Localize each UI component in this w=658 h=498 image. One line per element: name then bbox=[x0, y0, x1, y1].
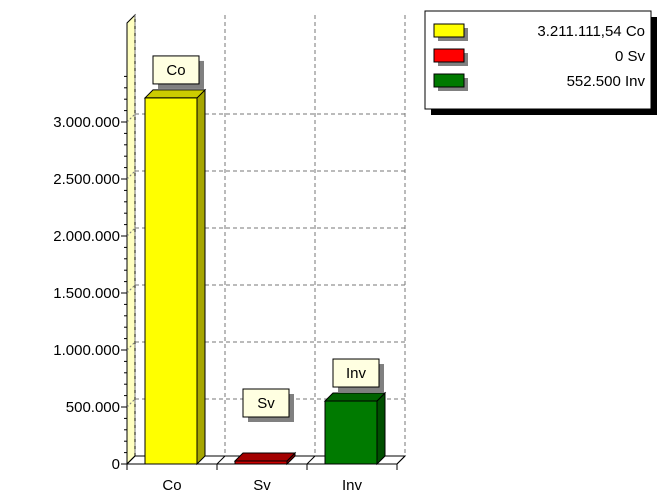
legend-label: 552.500 Inv bbox=[567, 73, 646, 90]
bar-top bbox=[143, 89, 207, 99]
data-label-sv: Sv bbox=[242, 388, 294, 422]
grid-line-wall bbox=[126, 341, 136, 351]
legend-swatch bbox=[433, 23, 465, 38]
x-tick-label: Co bbox=[162, 477, 181, 494]
bar-sv bbox=[233, 451, 297, 466]
grid-line-wall bbox=[126, 170, 136, 180]
legend-entry: 0 Sv bbox=[433, 48, 646, 66]
bar-front bbox=[234, 460, 288, 465]
bar-top bbox=[233, 452, 297, 462]
data-labels: Co Sv Inv bbox=[152, 55, 384, 422]
data-label-text: Inv bbox=[346, 365, 367, 382]
x-tick-label: Inv bbox=[342, 477, 363, 494]
bar-inv bbox=[323, 391, 387, 466]
bar-front bbox=[324, 400, 378, 465]
bar-side bbox=[376, 391, 386, 466]
label-box bbox=[242, 388, 290, 418]
legend-entry: 552.500 Inv bbox=[433, 73, 646, 91]
floor-divider bbox=[126, 455, 136, 465]
bars bbox=[143, 88, 387, 466]
floor-divider bbox=[306, 455, 316, 465]
data-label-text: Co bbox=[166, 62, 185, 79]
left-wall bbox=[126, 13, 136, 466]
legend-swatch bbox=[433, 73, 465, 88]
legend-swatch bbox=[433, 48, 465, 63]
data-label-inv: Inv bbox=[332, 358, 384, 393]
legend-entry: 3.211.111,54 Co bbox=[433, 23, 645, 41]
grid-line-wall bbox=[126, 284, 136, 294]
data-label-co: Co bbox=[152, 55, 204, 89]
y-tick-label: 2.000.000 bbox=[53, 228, 120, 245]
x-tick-label: Sv bbox=[253, 477, 271, 494]
label-box bbox=[152, 55, 200, 85]
grid-line-wall bbox=[126, 113, 136, 123]
legend: 3.211.111,54 Co 0 Sv 552.500 Inv bbox=[424, 10, 657, 115]
y-tick-label: 1.500.000 bbox=[53, 285, 120, 302]
y-tick-label: 0 bbox=[112, 456, 120, 473]
y-tick-label: 500.000 bbox=[66, 399, 120, 416]
bar-top bbox=[323, 392, 387, 402]
floor-divider bbox=[216, 455, 226, 465]
y-tick-label: 3.000.000 bbox=[53, 114, 120, 131]
bar-side bbox=[196, 88, 206, 466]
bar-front bbox=[144, 97, 198, 465]
y-tick-label: 2.500.000 bbox=[53, 171, 120, 188]
data-label-text: Sv bbox=[257, 395, 275, 412]
legend-label: 0 Sv bbox=[615, 48, 646, 65]
bar-co bbox=[143, 88, 207, 466]
y-tick-label: 1.000.000 bbox=[53, 342, 120, 359]
y-axis: 0 500.000 1.000.000 1.500.000 2.000.000 2.500… bbox=[53, 75, 127, 473]
x-axis: Co Sv Inv bbox=[126, 455, 406, 494]
floor-divider bbox=[396, 455, 406, 465]
grid-line-wall bbox=[126, 398, 136, 408]
legend-label: 3.211.111,54 Co bbox=[537, 23, 645, 40]
grid-line-wall bbox=[126, 227, 136, 237]
label-box bbox=[332, 358, 380, 388]
